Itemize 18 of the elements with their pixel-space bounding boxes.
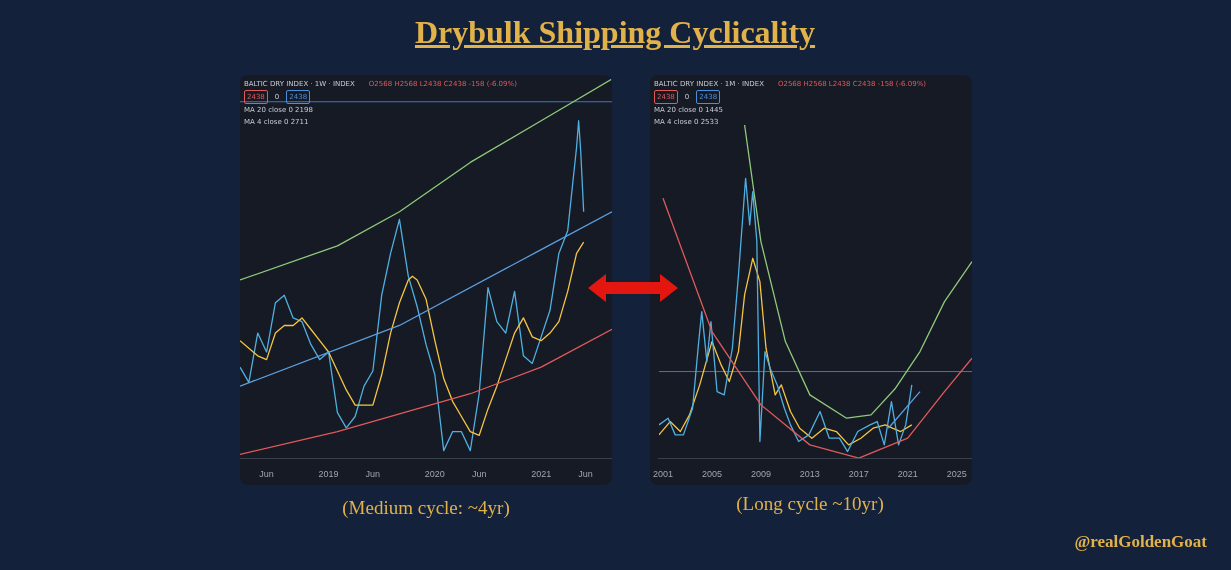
text: Drybulk Shipping Cyclicality [414,14,816,51]
text: @realGoldenGoat [1074,532,1207,552]
x-tick-label: 2017 [848,469,869,480]
x-tick-label: 2001 [653,469,674,480]
x-tick-label: 2021 [897,469,918,480]
x-tick-label: 2009 [750,469,771,480]
x-tick-label: 2019 [318,469,339,480]
x-tick-label: 2020 [424,469,445,480]
x-tick-label: Jun [365,469,381,480]
text: (Long cycle ~10yr) [736,493,884,515]
x-tick-label: Jun [578,469,593,480]
x-tick-label: 2013 [799,469,820,480]
text: (Medium cycle: ~4yr) [342,497,510,519]
x-tick-label: 2021 [531,469,552,480]
x-tick-label: 2025 [946,469,967,480]
x-tick-label: Jun [259,469,274,480]
x-tick-label: 2005 [701,469,722,480]
x-tick-label: Jun [471,469,487,480]
